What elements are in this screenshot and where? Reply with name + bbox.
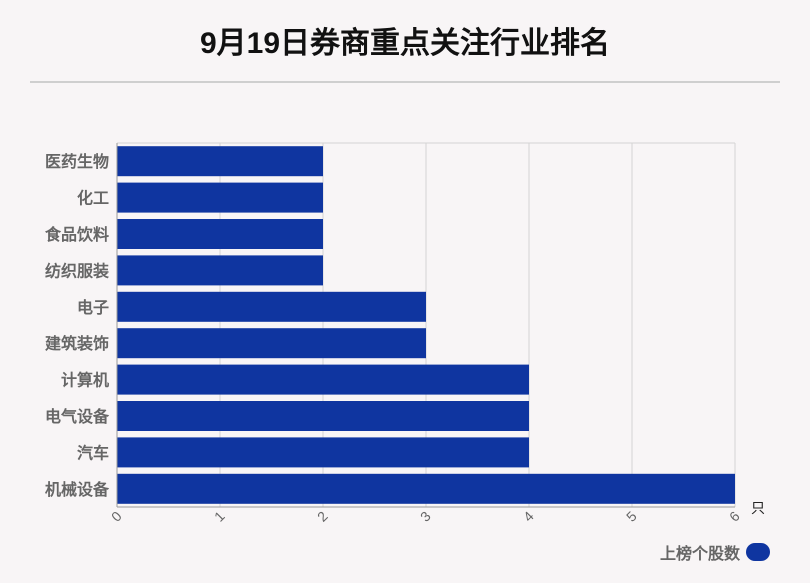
bar: [117, 219, 323, 249]
x-tick-label: 4: [520, 508, 537, 525]
category-label: 纺织服装: [45, 261, 109, 280]
title-divider: [30, 81, 780, 83]
x-tick-label: 2: [314, 508, 331, 525]
category-label: 汽车: [77, 443, 109, 462]
bar: [117, 255, 323, 286]
chart-title: 9月19日券商重点关注行业排名: [199, 27, 611, 60]
category-label: 建筑装饰: [45, 334, 109, 353]
x-tick-label: 1: [211, 508, 228, 525]
bar: [117, 401, 529, 431]
bar: [117, 182, 323, 213]
x-tick-label: 0: [108, 508, 125, 525]
x-tick-label: 3: [417, 508, 434, 525]
legend-swatch: [746, 543, 770, 561]
category-label: 机械设备: [45, 480, 110, 499]
bar: [117, 364, 529, 395]
category-label: 医药生物: [45, 152, 109, 171]
category-label: 化工: [77, 189, 109, 208]
bar: [117, 437, 529, 468]
category-label: 电气设备: [45, 407, 110, 426]
legend[interactable]: 上榜个股数: [660, 540, 770, 564]
legend-label: 上榜个股数: [659, 546, 740, 563]
bar: [117, 328, 426, 359]
category-label: 食品饮料: [44, 225, 109, 244]
bar: [117, 146, 323, 177]
x-tick-label: 5: [623, 508, 640, 525]
category-label: 电子: [77, 298, 109, 317]
category-label: 计算机: [61, 371, 109, 390]
bar: [117, 291, 426, 322]
x-unit-label: 只: [751, 500, 765, 516]
bar: [117, 473, 735, 504]
x-tick-label: 6: [726, 508, 743, 525]
